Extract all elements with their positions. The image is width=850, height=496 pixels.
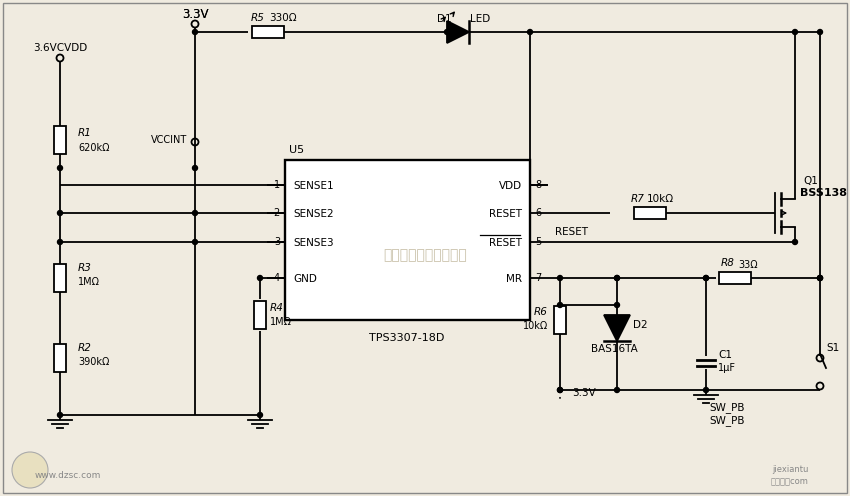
Text: R5: R5 xyxy=(251,13,265,23)
Circle shape xyxy=(615,275,620,281)
Circle shape xyxy=(818,275,823,281)
Text: R2: R2 xyxy=(78,343,92,353)
Circle shape xyxy=(192,210,197,215)
Text: BAS16TA: BAS16TA xyxy=(591,344,638,354)
Circle shape xyxy=(58,240,63,245)
Circle shape xyxy=(258,413,263,418)
Text: RESET: RESET xyxy=(555,227,588,237)
Polygon shape xyxy=(447,21,469,43)
Text: 6: 6 xyxy=(535,208,541,218)
Circle shape xyxy=(558,303,563,308)
Text: C1: C1 xyxy=(718,350,732,360)
Text: R8: R8 xyxy=(721,258,735,268)
Circle shape xyxy=(192,240,197,245)
Text: VCCINT: VCCINT xyxy=(150,135,187,145)
Circle shape xyxy=(192,166,197,171)
Circle shape xyxy=(258,275,263,281)
Circle shape xyxy=(818,275,823,281)
Text: VDD: VDD xyxy=(499,181,522,191)
Circle shape xyxy=(445,29,450,35)
Text: TPS3307-18D: TPS3307-18D xyxy=(369,333,445,343)
Text: R1: R1 xyxy=(78,128,92,138)
Text: U5: U5 xyxy=(289,145,304,155)
Text: R7: R7 xyxy=(631,194,645,204)
Circle shape xyxy=(615,275,620,281)
Text: SENSE1: SENSE1 xyxy=(293,181,333,191)
Text: 1MΩ: 1MΩ xyxy=(270,317,292,327)
Circle shape xyxy=(558,387,563,392)
Bar xyxy=(254,301,266,329)
Bar xyxy=(285,160,530,320)
Circle shape xyxy=(192,29,197,35)
Text: 3.3V: 3.3V xyxy=(182,7,208,20)
Text: 3: 3 xyxy=(274,237,280,247)
Circle shape xyxy=(58,210,63,215)
Text: SENSE2: SENSE2 xyxy=(293,209,333,219)
Circle shape xyxy=(558,275,563,281)
Text: 10kΩ: 10kΩ xyxy=(523,321,548,331)
Text: 33Ω: 33Ω xyxy=(738,260,758,270)
Circle shape xyxy=(818,29,823,35)
Bar xyxy=(54,264,66,292)
Circle shape xyxy=(615,303,620,308)
Text: 390kΩ: 390kΩ xyxy=(78,357,110,367)
Text: 4: 4 xyxy=(274,273,280,283)
Circle shape xyxy=(792,240,797,245)
Text: 3.3V: 3.3V xyxy=(182,7,208,20)
Circle shape xyxy=(558,387,563,392)
Text: R3: R3 xyxy=(78,263,92,273)
Text: 620kΩ: 620kΩ xyxy=(78,143,110,153)
Text: 3.6VCVDD: 3.6VCVDD xyxy=(33,43,87,53)
Circle shape xyxy=(615,387,620,392)
Text: R6: R6 xyxy=(534,307,548,317)
Polygon shape xyxy=(604,315,630,341)
Text: jiexiantu: jiexiantu xyxy=(772,466,808,475)
Bar xyxy=(634,207,666,219)
Text: MR: MR xyxy=(506,274,522,284)
Text: 2: 2 xyxy=(274,208,280,218)
Text: SENSE3: SENSE3 xyxy=(293,238,333,248)
Text: 7: 7 xyxy=(535,273,541,283)
Circle shape xyxy=(704,275,709,281)
Text: 5: 5 xyxy=(535,237,541,247)
Text: S1: S1 xyxy=(826,343,839,353)
Text: D2: D2 xyxy=(633,320,648,330)
Circle shape xyxy=(818,275,823,281)
Bar xyxy=(54,126,66,154)
Text: SW_PB: SW_PB xyxy=(709,403,745,414)
Circle shape xyxy=(58,166,63,171)
Circle shape xyxy=(792,29,797,35)
Circle shape xyxy=(58,413,63,418)
Circle shape xyxy=(528,29,532,35)
Text: Q1: Q1 xyxy=(803,176,818,186)
Text: 1MΩ: 1MΩ xyxy=(78,277,100,287)
Text: 10kΩ: 10kΩ xyxy=(647,194,673,204)
Circle shape xyxy=(704,275,709,281)
Text: 330Ω: 330Ω xyxy=(269,13,297,23)
Bar xyxy=(554,306,566,334)
Text: 接线图．com: 接线图．com xyxy=(771,478,809,487)
Text: BSS138: BSS138 xyxy=(800,188,847,198)
Text: R4: R4 xyxy=(270,303,284,313)
Circle shape xyxy=(12,452,48,488)
Bar xyxy=(252,26,284,38)
Text: GND: GND xyxy=(293,274,317,284)
Text: LED: LED xyxy=(470,14,490,24)
Bar xyxy=(719,272,751,284)
Circle shape xyxy=(704,387,709,392)
Text: 杭州柯智科技有限公司: 杭州柯智科技有限公司 xyxy=(383,248,467,262)
Text: 3.3V: 3.3V xyxy=(572,388,596,398)
Text: D1: D1 xyxy=(437,14,451,24)
Text: RESET: RESET xyxy=(489,209,522,219)
Text: 1μF: 1μF xyxy=(718,363,736,373)
Text: 1: 1 xyxy=(274,180,280,190)
Text: RESET: RESET xyxy=(489,238,522,248)
Text: 8: 8 xyxy=(535,180,541,190)
Text: www.dzsc.com: www.dzsc.com xyxy=(35,472,101,481)
Bar xyxy=(54,344,66,372)
Text: SW_PB: SW_PB xyxy=(709,416,745,427)
